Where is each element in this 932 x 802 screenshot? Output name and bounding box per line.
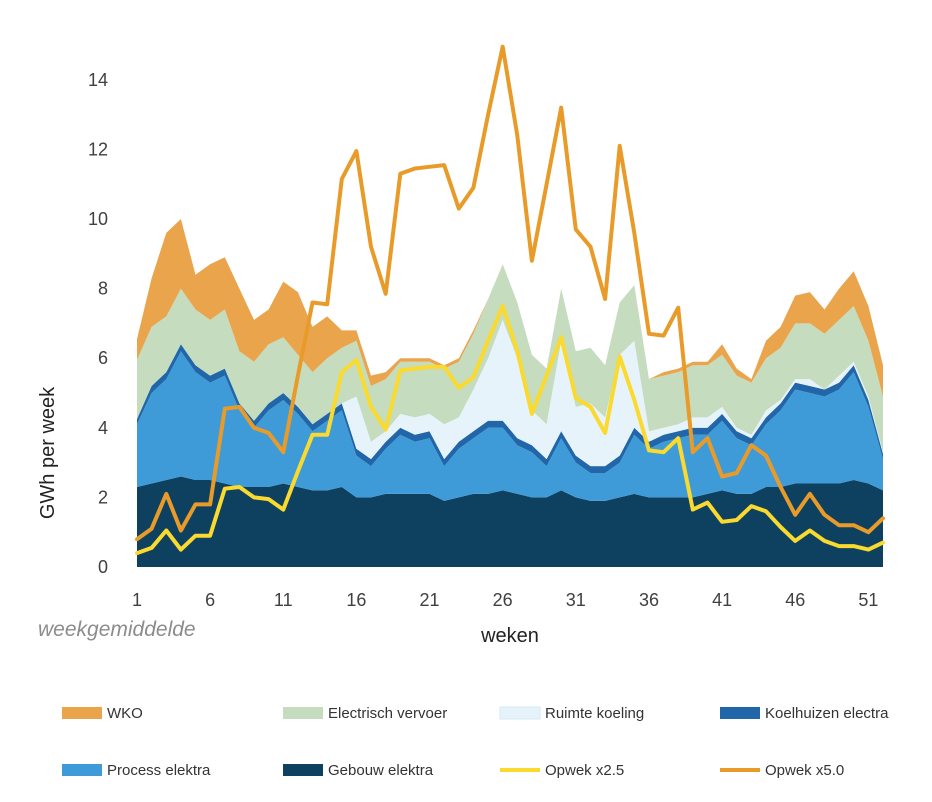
- y-tick-label: 12: [88, 139, 108, 159]
- x-tick-label: 21: [420, 590, 440, 610]
- line-opwek-x2-5: [135, 304, 885, 556]
- area-process-elektra: [137, 351, 883, 501]
- y-tick-label: 2: [98, 487, 108, 507]
- x-tick-label: 51: [858, 590, 878, 610]
- legend-swatch-koelhuizen-electra: [720, 707, 760, 719]
- x-tick-label: 26: [493, 590, 513, 610]
- legend-label-ruimte-koeling: Ruimte koeling: [545, 705, 644, 722]
- y-tick-label: 0: [98, 557, 108, 577]
- footnote: weekgemiddelde: [38, 618, 196, 641]
- legend-label-opwek-x5-0: Opwek x5.0: [765, 762, 844, 779]
- legend-swatch-process-elektra: [62, 764, 102, 776]
- legend-label-koelhuizen-electra: Koelhuizen electra: [765, 705, 889, 722]
- legend-label-wko: WKO: [107, 705, 143, 722]
- y-tick-label: 14: [88, 70, 108, 90]
- y-tick-label: 4: [98, 418, 108, 438]
- legend-label-process-elektra: Process elektra: [107, 762, 211, 779]
- x-tick-label: 36: [639, 590, 659, 610]
- legend-swatch-gebouw-elektra: [283, 764, 323, 776]
- y-axis-title: GWh per week: [37, 386, 59, 519]
- x-tick-label: 31: [566, 590, 586, 610]
- x-axis-title: weken: [480, 625, 539, 647]
- legend-swatch-electrisch-vervoer: [283, 707, 323, 719]
- area-ruimte-koeling: [137, 319, 883, 467]
- area-wko: [137, 219, 883, 397]
- y-tick-label: 10: [88, 209, 108, 229]
- x-tick-label: 41: [712, 590, 732, 610]
- line-opwek-x5-0: [135, 44, 885, 542]
- legend: WKO Electrisch vervoer Ruimte koeling Koelh…: [62, 705, 889, 779]
- x-tick-label: 11: [274, 590, 293, 610]
- legend-label-gebouw-elektra: Gebouw elektra: [328, 762, 434, 779]
- y-tick-label: 6: [98, 348, 108, 368]
- area-gebouw-elektra: [137, 476, 883, 567]
- y-axis-ticks: 0 2 4 6 8 10 12 14: [88, 70, 108, 577]
- x-tick-label: 16: [346, 590, 366, 610]
- x-tick-label: 1: [132, 590, 142, 610]
- area-electrisch-vervoer: [137, 264, 883, 453]
- legend-label-opwek-x2-5: Opwek x2.5: [545, 762, 624, 779]
- y-tick-label: 8: [98, 279, 108, 299]
- line-series: [135, 44, 885, 556]
- legend-swatch-wko: [62, 707, 102, 719]
- x-tick-label: 46: [785, 590, 805, 610]
- x-axis-ticks: 1 6 11 16 21 26 31 36 41 46 51: [132, 590, 878, 610]
- legend-label-electrisch-vervoer: Electrisch vervoer: [328, 705, 447, 722]
- stacked-areas: [137, 219, 883, 567]
- legend-swatch-ruimte-koeling: [499, 706, 541, 720]
- x-tick-label: 6: [205, 590, 215, 610]
